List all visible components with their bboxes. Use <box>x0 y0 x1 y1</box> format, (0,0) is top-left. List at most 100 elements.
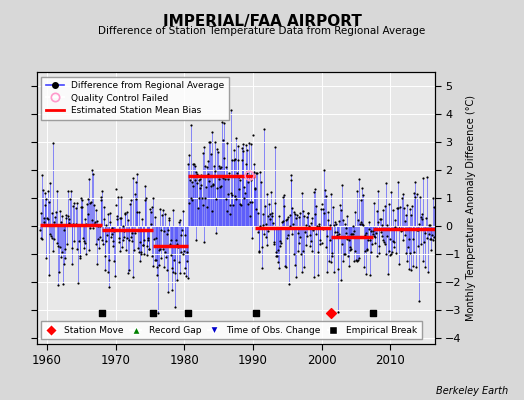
Point <box>394 179 402 186</box>
Point <box>314 249 322 255</box>
Point <box>55 268 63 275</box>
Point <box>220 155 228 161</box>
Point <box>285 281 293 287</box>
Point <box>395 225 403 232</box>
Point <box>213 146 222 152</box>
Point <box>224 191 233 197</box>
Point <box>195 177 203 184</box>
Point <box>330 269 339 276</box>
Point <box>48 210 56 216</box>
Point <box>112 186 120 192</box>
Point <box>156 246 164 252</box>
Point <box>88 167 96 173</box>
Point <box>118 244 126 250</box>
Point <box>97 197 105 203</box>
Point <box>289 221 297 228</box>
Point <box>103 232 111 238</box>
Point <box>368 228 377 235</box>
Legend: Station Move, Record Gap, Time of Obs. Change, Empirical Break: Station Move, Record Gap, Time of Obs. C… <box>41 322 422 340</box>
Point <box>36 227 45 233</box>
Point <box>146 206 154 212</box>
Point <box>217 182 226 189</box>
Point <box>333 266 342 272</box>
Point <box>76 255 84 262</box>
Point <box>406 206 414 212</box>
Point <box>351 209 359 215</box>
Point <box>151 235 160 241</box>
Point <box>323 269 332 275</box>
Point <box>422 226 430 232</box>
Point <box>228 156 236 163</box>
Point <box>297 251 305 258</box>
Point <box>61 255 70 261</box>
Point <box>108 242 117 249</box>
Point <box>252 170 260 176</box>
Point <box>177 232 185 238</box>
Point <box>385 201 393 208</box>
Point <box>135 249 143 256</box>
Point <box>377 222 386 229</box>
Point <box>237 145 246 151</box>
Point <box>169 206 178 213</box>
Point <box>268 210 276 216</box>
Point <box>101 267 109 273</box>
Point <box>308 248 316 254</box>
Point <box>123 235 132 241</box>
Point <box>94 222 103 229</box>
Point <box>111 273 119 279</box>
Point <box>105 257 114 263</box>
Point <box>226 106 235 113</box>
Point <box>326 191 335 198</box>
Point <box>50 236 58 242</box>
Point <box>81 240 89 246</box>
Point <box>389 239 398 246</box>
Point <box>416 220 424 227</box>
Point <box>63 213 72 220</box>
Point <box>340 251 348 257</box>
Point <box>321 187 329 193</box>
Point <box>319 226 328 232</box>
Point <box>430 204 438 210</box>
Point <box>84 176 93 182</box>
Point <box>205 138 214 145</box>
Point <box>212 196 221 202</box>
Point <box>268 213 277 219</box>
Point <box>305 232 314 238</box>
Point <box>311 186 319 193</box>
Point <box>187 122 195 128</box>
Point <box>215 162 223 169</box>
Point <box>337 182 346 189</box>
Point <box>178 226 186 233</box>
Point <box>318 240 326 246</box>
Point <box>418 211 427 217</box>
Point <box>269 241 278 247</box>
Point <box>207 151 215 157</box>
Point <box>386 252 394 258</box>
Point <box>65 215 73 222</box>
Point <box>368 240 376 247</box>
Point <box>325 237 334 244</box>
Point <box>162 254 170 260</box>
Point <box>352 257 360 263</box>
Point <box>190 162 199 169</box>
Point <box>225 210 234 217</box>
Point <box>250 186 259 193</box>
Point <box>245 140 253 146</box>
Point <box>300 213 309 219</box>
Point <box>189 183 198 189</box>
Point <box>157 255 166 262</box>
Point <box>227 190 235 196</box>
Point <box>255 249 264 256</box>
Point <box>52 222 60 228</box>
Point <box>312 231 320 238</box>
Point <box>121 210 129 216</box>
Point <box>369 231 377 238</box>
Point <box>130 191 139 197</box>
Point <box>430 234 439 241</box>
Point <box>345 263 353 270</box>
Point <box>138 241 147 248</box>
Point <box>113 216 121 222</box>
Point <box>385 248 394 254</box>
Point <box>223 140 231 146</box>
Point <box>51 214 59 220</box>
